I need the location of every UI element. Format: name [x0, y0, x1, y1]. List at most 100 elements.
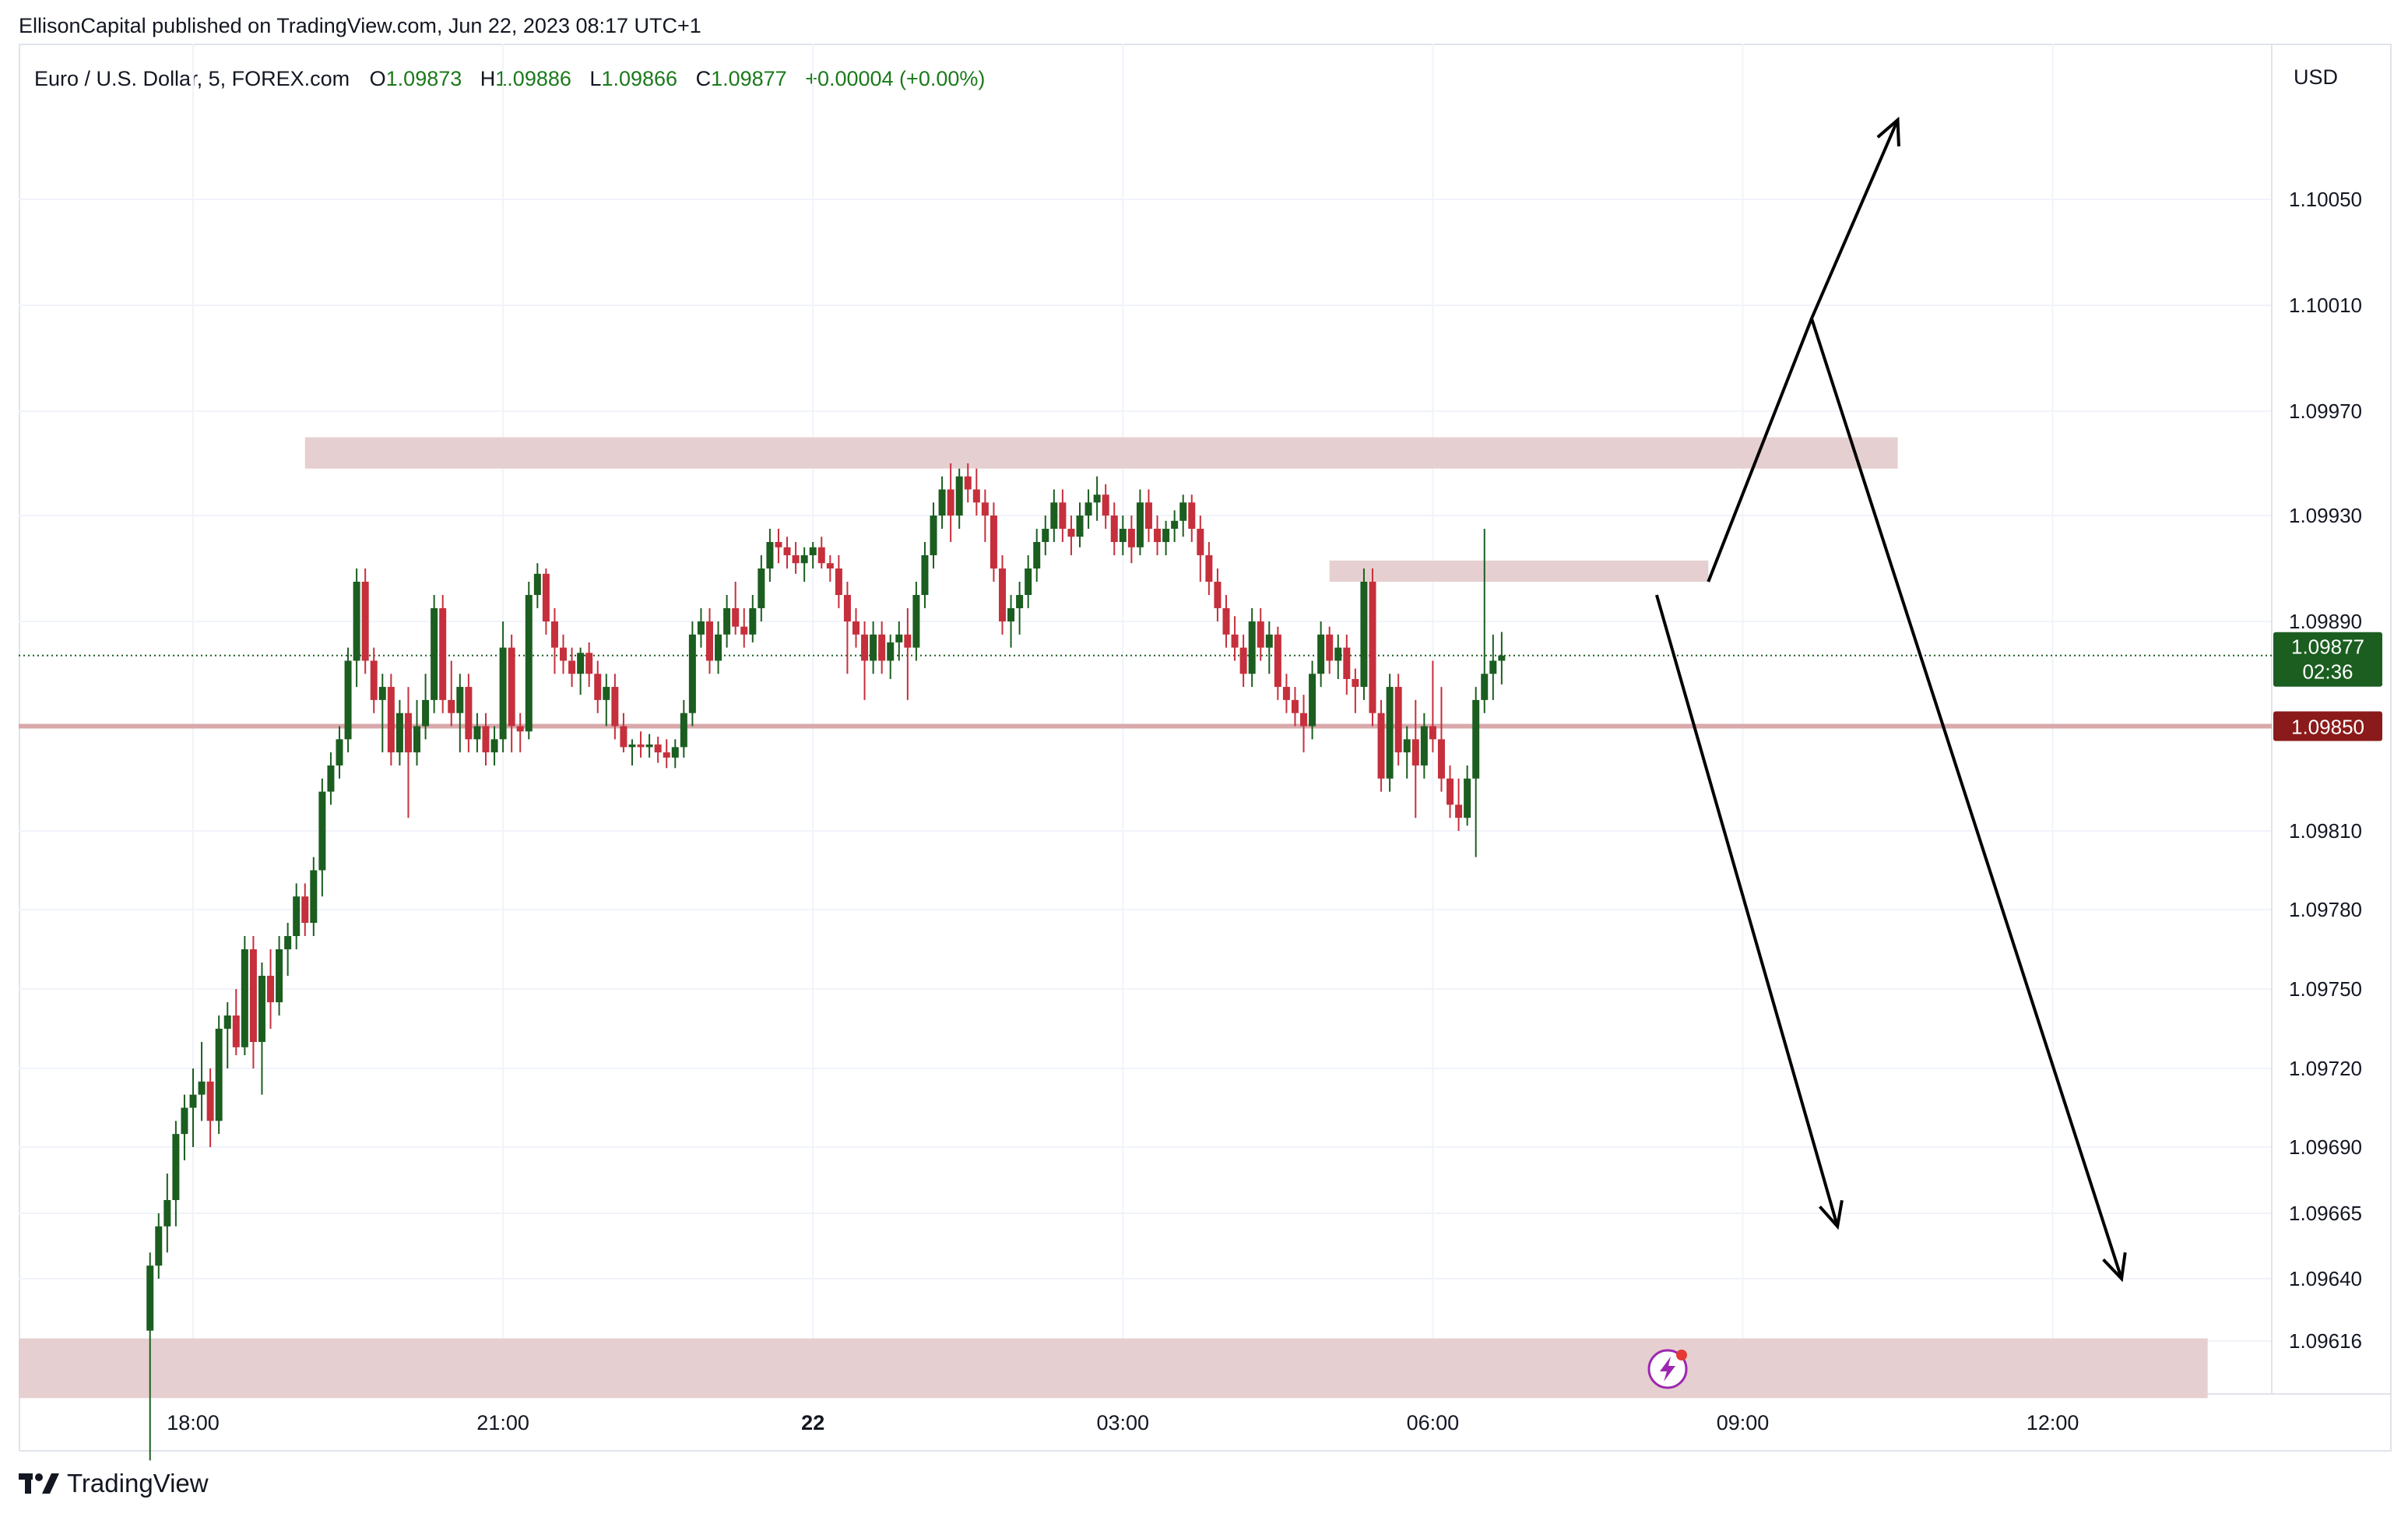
candle-body — [301, 896, 309, 923]
arrow-line-0 — [1707, 119, 1900, 583]
candle-body — [155, 1226, 163, 1266]
candle-body — [215, 1029, 223, 1121]
candle-body — [1188, 502, 1196, 529]
candle-body — [715, 634, 722, 661]
candle-body — [1386, 687, 1394, 779]
candle-body — [344, 660, 352, 740]
candle-body — [1498, 655, 1506, 661]
candle-body — [249, 949, 257, 1042]
candle-body — [895, 634, 903, 642]
arrow-line-2 — [1654, 594, 1840, 1227]
candle-body — [1239, 647, 1247, 674]
candle-body — [680, 713, 687, 748]
candle-body — [293, 896, 301, 936]
candle-body — [955, 476, 963, 516]
candle-body — [1377, 713, 1385, 779]
footer-brand[interactable]: TradingView — [19, 1469, 209, 1498]
candle-body — [1489, 660, 1497, 674]
publisher-line: EllisonCapital published on TradingView.… — [19, 14, 701, 37]
candle-body — [1429, 726, 1436, 740]
candle-body — [1257, 621, 1264, 648]
open-label: O — [369, 67, 386, 90]
candle-body — [654, 744, 662, 753]
candle-body — [577, 653, 585, 674]
y-tick-label: 1.09810 — [2289, 819, 2362, 843]
candle-body — [284, 936, 292, 949]
candle-body — [1093, 495, 1101, 503]
candle-body — [1248, 621, 1256, 674]
candle-body — [448, 699, 455, 713]
close-value: 1.09877 — [711, 67, 787, 90]
x-tick-label: 22 — [801, 1411, 824, 1434]
zone-rectangle — [304, 437, 1898, 469]
low-value: 1.09866 — [601, 67, 678, 90]
candle-body — [1447, 778, 1454, 805]
candle-body — [353, 582, 360, 661]
y-tick-label: 1.09616 — [2289, 1329, 2362, 1353]
candle-body — [603, 687, 610, 700]
candle-body — [1127, 529, 1135, 547]
candle-body — [1136, 502, 1144, 547]
tradingview-logo-icon — [19, 1473, 59, 1494]
candle-body — [878, 634, 886, 661]
candle-body — [1481, 674, 1489, 700]
candle-body — [310, 870, 318, 923]
candle-body — [490, 739, 498, 753]
candle-body — [732, 608, 740, 627]
candle-body — [1309, 674, 1316, 727]
candle-body — [336, 739, 343, 766]
candle-body — [189, 1094, 197, 1108]
candle-body — [1231, 634, 1239, 648]
candle-body — [1369, 582, 1376, 713]
candle-body — [1007, 608, 1015, 621]
candle-body — [267, 976, 275, 1002]
low-label: L — [589, 67, 602, 90]
candle-body — [1102, 495, 1109, 516]
candle-body — [525, 595, 533, 732]
candle-body — [1059, 502, 1067, 529]
chart-frame — [19, 44, 2392, 1452]
notification-dot-icon — [1676, 1350, 1687, 1360]
candle-body — [568, 660, 576, 674]
candle-body — [560, 647, 568, 661]
arrow-head-1 — [2102, 1252, 2127, 1283]
candle-body — [198, 1081, 206, 1095]
candle-body — [181, 1107, 188, 1135]
candle-body — [861, 634, 869, 661]
candle-body — [223, 1015, 231, 1029]
candle-body — [921, 555, 929, 595]
candle-body — [276, 949, 283, 1002]
candle-body — [1403, 739, 1411, 753]
candle-body — [370, 660, 378, 700]
candle-body — [439, 608, 447, 700]
candle-body — [723, 608, 731, 635]
candle-body — [361, 582, 369, 661]
change-value: +0.00004 (+0.00%) — [805, 67, 986, 90]
symbol-label[interactable]: Euro / U.S. Dollar, 5, FOREX.com — [34, 67, 350, 90]
candle-body — [645, 744, 653, 748]
currency-label[interactable]: USD — [2294, 65, 2339, 89]
y-tick-label: 1.09720 — [2289, 1057, 2362, 1080]
candle-body — [1291, 699, 1299, 713]
candle-body — [431, 608, 438, 700]
candle-body — [473, 726, 481, 740]
candle-body — [1076, 516, 1084, 537]
high-value: 1.09886 — [495, 67, 571, 90]
arrow-line-1 — [1810, 318, 2123, 1279]
candle-body — [542, 573, 550, 621]
candle-body — [387, 687, 395, 753]
candle-body — [413, 726, 421, 753]
candle-body — [163, 1200, 171, 1227]
candle-body — [1464, 778, 1471, 818]
candle-body — [1067, 529, 1075, 537]
candle-body — [508, 647, 515, 727]
x-tick-label: 12:00 — [2027, 1411, 2079, 1434]
candle-body — [1154, 529, 1162, 542]
candle-body — [327, 765, 335, 792]
arrow-head-0 — [1876, 116, 1900, 147]
candle-body — [146, 1265, 154, 1331]
candle-body — [1171, 520, 1179, 529]
x-tick-label: 09:00 — [1717, 1411, 1770, 1434]
candle-body — [930, 516, 937, 555]
